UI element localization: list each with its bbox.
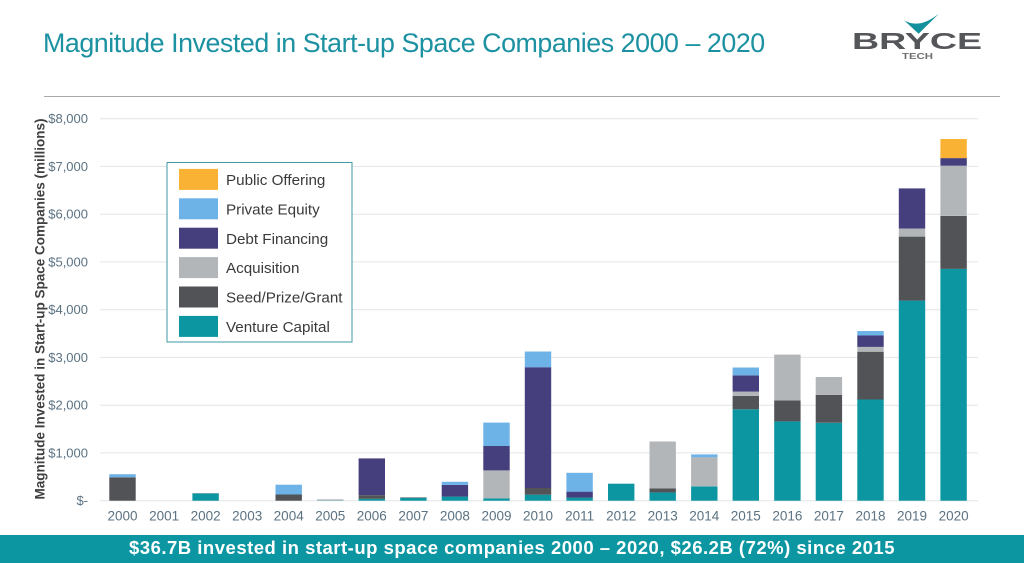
svg-text:$4,000: $4,000 [48,302,88,317]
svg-text:2020: 2020 [939,508,969,523]
svg-text:2004: 2004 [274,508,305,523]
svg-text:2018: 2018 [855,508,885,523]
svg-text:Debt Financing: Debt Financing [226,231,328,248]
svg-text:2000: 2000 [107,508,137,523]
svg-text:$1,000: $1,000 [48,445,88,460]
svg-text:2016: 2016 [772,508,802,523]
svg-text:2001: 2001 [149,508,179,523]
svg-text:Private Equity: Private Equity [226,201,320,218]
svg-text:$5,000: $5,000 [48,254,88,269]
svg-text:2012: 2012 [606,508,636,523]
svg-text:$3,000: $3,000 [48,350,88,365]
svg-text:$7,000: $7,000 [48,159,88,174]
svg-text:2014: 2014 [689,508,720,523]
svg-text:BRYCE: BRYCE [852,28,982,54]
svg-text:Seed/Prize/Grant: Seed/Prize/Grant [226,290,343,307]
svg-text:2008: 2008 [440,508,470,523]
svg-text:Magnitude Invested in Start-up: Magnitude Invested in Start-up Space Com… [33,118,48,499]
svg-text:2006: 2006 [357,508,387,523]
svg-text:$8,000: $8,000 [48,111,88,126]
svg-text:$2,000: $2,000 [48,398,88,413]
svg-text:Public Offering: Public Offering [226,172,325,189]
svg-text:$-: $- [76,493,88,508]
svg-text:2002: 2002 [191,508,221,523]
svg-text:2009: 2009 [481,508,511,523]
svg-text:2007: 2007 [398,508,428,523]
svg-text:2013: 2013 [648,508,678,523]
svg-text:$6,000: $6,000 [48,207,88,222]
svg-text:2019: 2019 [897,508,927,523]
svg-text:2010: 2010 [523,508,553,523]
svg-text:2015: 2015 [731,508,761,523]
svg-text:2005: 2005 [315,508,345,523]
svg-text:Venture Capital: Venture Capital [226,319,330,336]
svg-text:2011: 2011 [565,508,594,523]
svg-text:2017: 2017 [814,508,844,523]
svg-text:TECH: TECH [902,51,933,61]
svg-text:Acquisition: Acquisition [226,260,299,277]
svg-text:2003: 2003 [232,508,262,523]
